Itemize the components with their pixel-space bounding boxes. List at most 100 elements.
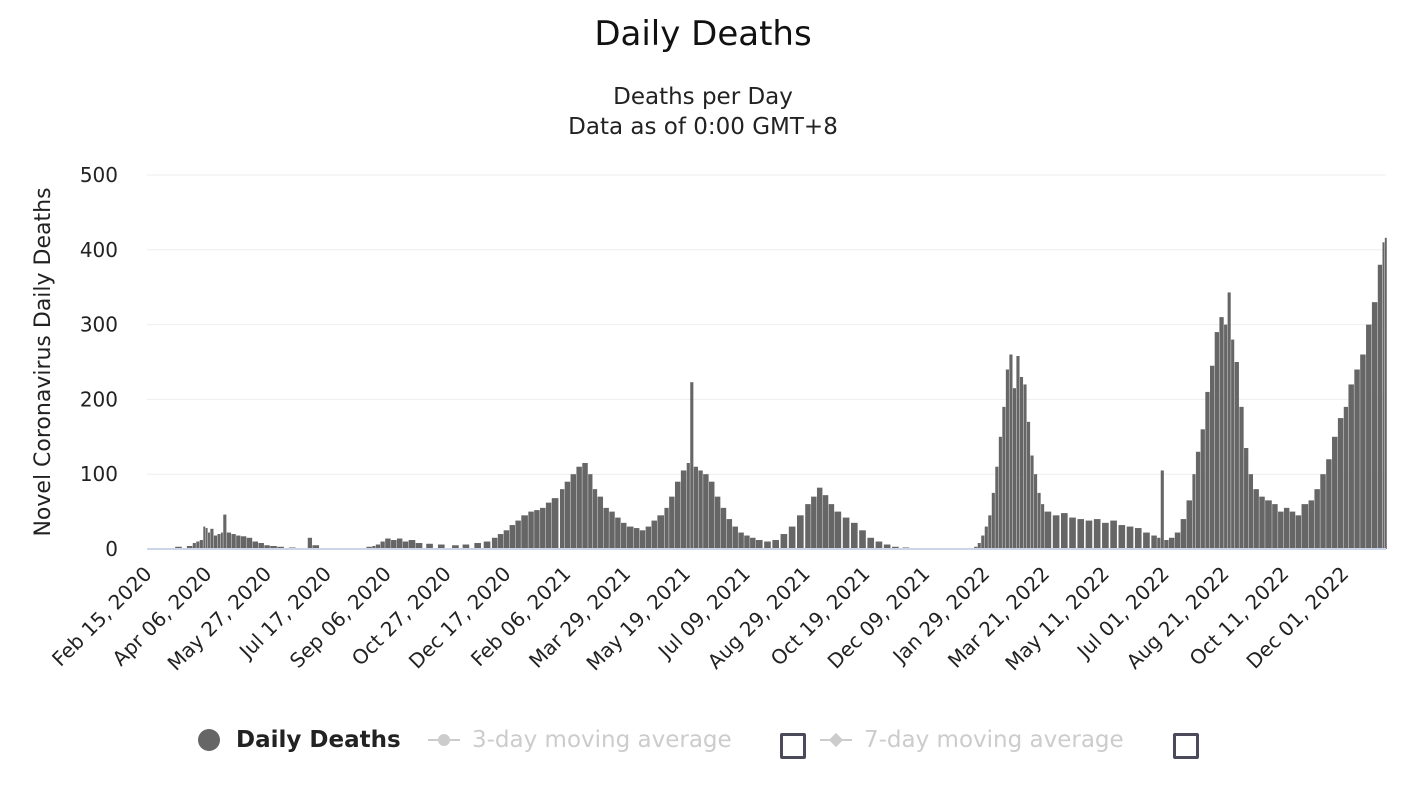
bar[interactable] xyxy=(1295,515,1302,549)
bar[interactable] xyxy=(551,498,559,549)
bar[interactable] xyxy=(822,495,829,549)
bar[interactable] xyxy=(698,470,703,549)
bar[interactable] xyxy=(686,462,690,549)
bar[interactable] xyxy=(1002,406,1006,549)
bar[interactable] xyxy=(1160,470,1164,549)
bar[interactable] xyxy=(764,541,771,549)
bar[interactable] xyxy=(515,520,521,549)
legend-item-3-day-average[interactable]: 3-day moving average xyxy=(428,722,732,758)
bar[interactable] xyxy=(603,507,609,549)
bar[interactable] xyxy=(720,507,727,549)
bar[interactable] xyxy=(1234,362,1239,549)
bar[interactable] xyxy=(1143,532,1150,549)
bar[interactable] xyxy=(1060,513,1068,549)
bar[interactable] xyxy=(788,526,796,549)
bar[interactable] xyxy=(1085,520,1093,549)
bar[interactable] xyxy=(474,543,481,549)
bar[interactable] xyxy=(483,541,491,549)
bar[interactable] xyxy=(1283,507,1290,549)
bar[interactable] xyxy=(258,543,264,549)
bar[interactable] xyxy=(1371,302,1378,549)
bar[interactable] xyxy=(396,538,403,549)
bar[interactable] xyxy=(270,546,277,549)
bar[interactable] xyxy=(750,537,756,549)
bar[interactable] xyxy=(1034,474,1038,549)
bar[interactable] xyxy=(1037,492,1041,549)
bar[interactable] xyxy=(1308,500,1315,549)
bar[interactable] xyxy=(842,517,850,549)
bar[interactable] xyxy=(875,541,883,549)
bar[interactable] xyxy=(1023,384,1027,549)
bar[interactable] xyxy=(1192,474,1196,549)
bar[interactable] xyxy=(217,534,221,549)
bar[interactable] xyxy=(1377,264,1383,549)
bar[interactable] xyxy=(1326,459,1332,549)
bar[interactable] xyxy=(1343,406,1349,549)
bar[interactable] xyxy=(509,525,516,549)
bar[interactable] xyxy=(1239,406,1244,549)
bar[interactable] xyxy=(1168,537,1175,549)
bar[interactable] xyxy=(1077,519,1085,549)
bar[interactable] xyxy=(1205,391,1210,549)
bar[interactable] xyxy=(264,545,270,549)
bar[interactable] xyxy=(307,537,313,549)
bar[interactable] xyxy=(521,515,528,549)
bar[interactable] xyxy=(1102,522,1109,549)
bar[interactable] xyxy=(984,526,988,549)
bar[interactable] xyxy=(674,481,681,549)
bar[interactable] xyxy=(1186,500,1193,549)
bar[interactable] xyxy=(981,535,985,549)
bar[interactable] xyxy=(223,514,227,549)
bar[interactable] xyxy=(503,530,510,549)
bar[interactable] xyxy=(828,504,835,549)
bar[interactable] xyxy=(564,481,571,549)
bar[interactable] xyxy=(220,532,223,549)
bar[interactable] xyxy=(588,474,593,549)
checkbox-7-day-average[interactable] xyxy=(1173,733,1199,759)
bar[interactable] xyxy=(385,538,391,549)
bar[interactable] xyxy=(1384,237,1387,549)
bar[interactable] xyxy=(1360,354,1366,549)
bar[interactable] xyxy=(1019,376,1024,549)
bar[interactable] xyxy=(744,535,750,549)
bar[interactable] xyxy=(615,517,621,549)
bar[interactable] xyxy=(1265,500,1272,549)
bar[interactable] xyxy=(1200,429,1205,549)
bar[interactable] xyxy=(998,436,1002,549)
legend-item-7-day-average[interactable]: 7-day moving average xyxy=(820,722,1124,758)
bar[interactable] xyxy=(738,532,744,549)
bar[interactable] xyxy=(437,544,445,549)
bar[interactable] xyxy=(592,489,598,549)
bar[interactable] xyxy=(1382,242,1385,549)
bar[interactable] xyxy=(626,526,634,549)
bar[interactable] xyxy=(375,544,381,549)
bar[interactable] xyxy=(452,545,459,549)
bar[interactable] xyxy=(703,474,709,549)
bar[interactable] xyxy=(462,544,470,549)
bar[interactable] xyxy=(709,481,715,549)
bar[interactable] xyxy=(597,496,604,549)
checkbox-3-day-average[interactable] xyxy=(780,733,806,759)
bar[interactable] xyxy=(1164,540,1169,549)
bar[interactable] xyxy=(175,546,182,549)
bar[interactable] xyxy=(372,546,376,549)
bar[interactable] xyxy=(755,540,763,549)
bar[interactable] xyxy=(186,546,193,549)
bar[interactable] xyxy=(366,546,372,549)
bar[interactable] xyxy=(883,544,891,549)
bar[interactable] xyxy=(892,546,899,549)
bar[interactable] xyxy=(1272,504,1278,549)
bar[interactable] xyxy=(1219,317,1224,549)
bar[interactable] xyxy=(1044,511,1052,549)
bar[interactable] xyxy=(1210,365,1215,549)
bar[interactable] xyxy=(1354,369,1360,549)
bar[interactable] xyxy=(1052,515,1060,549)
bar[interactable] xyxy=(621,522,627,549)
bar[interactable] xyxy=(1259,496,1265,549)
bar-series-daily-deaths[interactable] xyxy=(175,237,1387,549)
bar[interactable] xyxy=(657,515,665,549)
bar[interactable] xyxy=(312,545,320,549)
bar[interactable] xyxy=(576,466,582,549)
bar[interactable] xyxy=(1224,324,1228,549)
bar[interactable] xyxy=(1253,489,1259,549)
